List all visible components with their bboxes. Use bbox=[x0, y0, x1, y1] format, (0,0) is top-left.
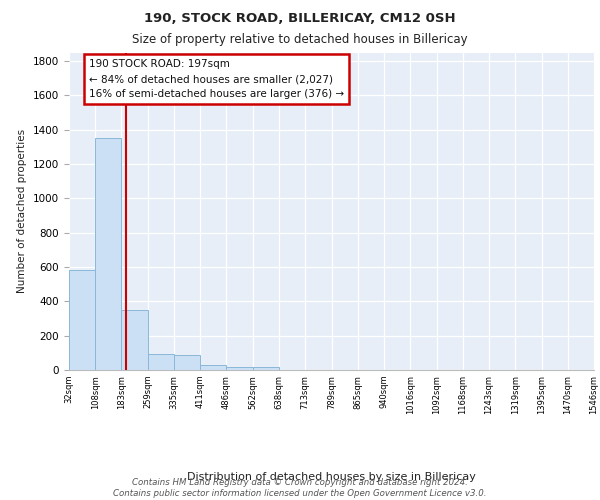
Bar bbox=[95, 138, 121, 370]
Bar bbox=[226, 366, 253, 370]
Y-axis label: Number of detached properties: Number of detached properties bbox=[17, 129, 28, 294]
Text: Contains HM Land Registry data © Crown copyright and database right 2024.
Contai: Contains HM Land Registry data © Crown c… bbox=[113, 478, 487, 498]
Bar bbox=[253, 368, 279, 370]
Bar bbox=[200, 365, 226, 370]
Bar bbox=[121, 310, 148, 370]
Text: 190 STOCK ROAD: 197sqm
← 84% of detached houses are smaller (2,027)
16% of semi-: 190 STOCK ROAD: 197sqm ← 84% of detached… bbox=[89, 60, 344, 99]
Text: Size of property relative to detached houses in Billericay: Size of property relative to detached ho… bbox=[132, 32, 468, 46]
Bar bbox=[148, 354, 174, 370]
Bar bbox=[174, 354, 200, 370]
Text: 190, STOCK ROAD, BILLERICAY, CM12 0SH: 190, STOCK ROAD, BILLERICAY, CM12 0SH bbox=[144, 12, 456, 26]
X-axis label: Distribution of detached houses by size in Billericay: Distribution of detached houses by size … bbox=[187, 472, 476, 482]
Bar bbox=[69, 270, 95, 370]
